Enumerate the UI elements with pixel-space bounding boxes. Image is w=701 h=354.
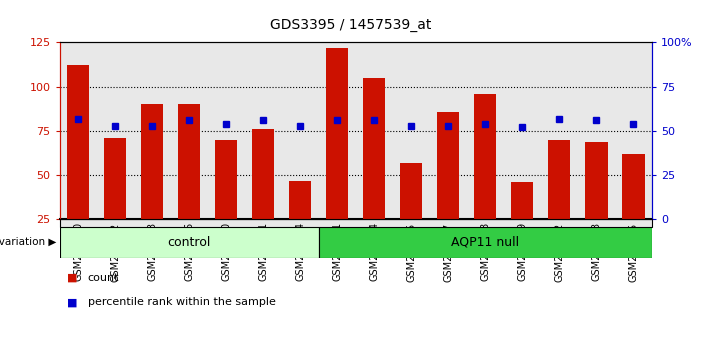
Text: count: count	[88, 273, 119, 282]
Text: control: control	[168, 236, 211, 249]
Bar	[215, 140, 237, 219]
Bar	[60, 227, 319, 258]
Text: percentile rank within the sample: percentile rank within the sample	[88, 297, 275, 307]
Bar	[252, 129, 274, 219]
Text: AQP11 null: AQP11 null	[451, 236, 519, 249]
Bar	[622, 154, 644, 219]
Bar	[511, 182, 533, 219]
Bar	[548, 140, 571, 219]
Bar	[326, 48, 348, 219]
Bar	[67, 65, 89, 219]
Bar	[363, 78, 386, 219]
Bar	[400, 163, 423, 219]
Text: genotype/variation ▶: genotype/variation ▶	[0, 238, 56, 247]
Text: ■: ■	[67, 273, 77, 282]
Bar	[474, 94, 496, 219]
Bar	[104, 138, 126, 219]
Bar	[178, 104, 200, 219]
Text: GDS3395 / 1457539_at: GDS3395 / 1457539_at	[270, 18, 431, 32]
Bar	[437, 112, 459, 219]
Bar	[585, 142, 608, 219]
Text: ■: ■	[67, 297, 77, 307]
Bar	[141, 104, 163, 219]
Bar	[289, 181, 311, 219]
Bar	[319, 227, 652, 258]
